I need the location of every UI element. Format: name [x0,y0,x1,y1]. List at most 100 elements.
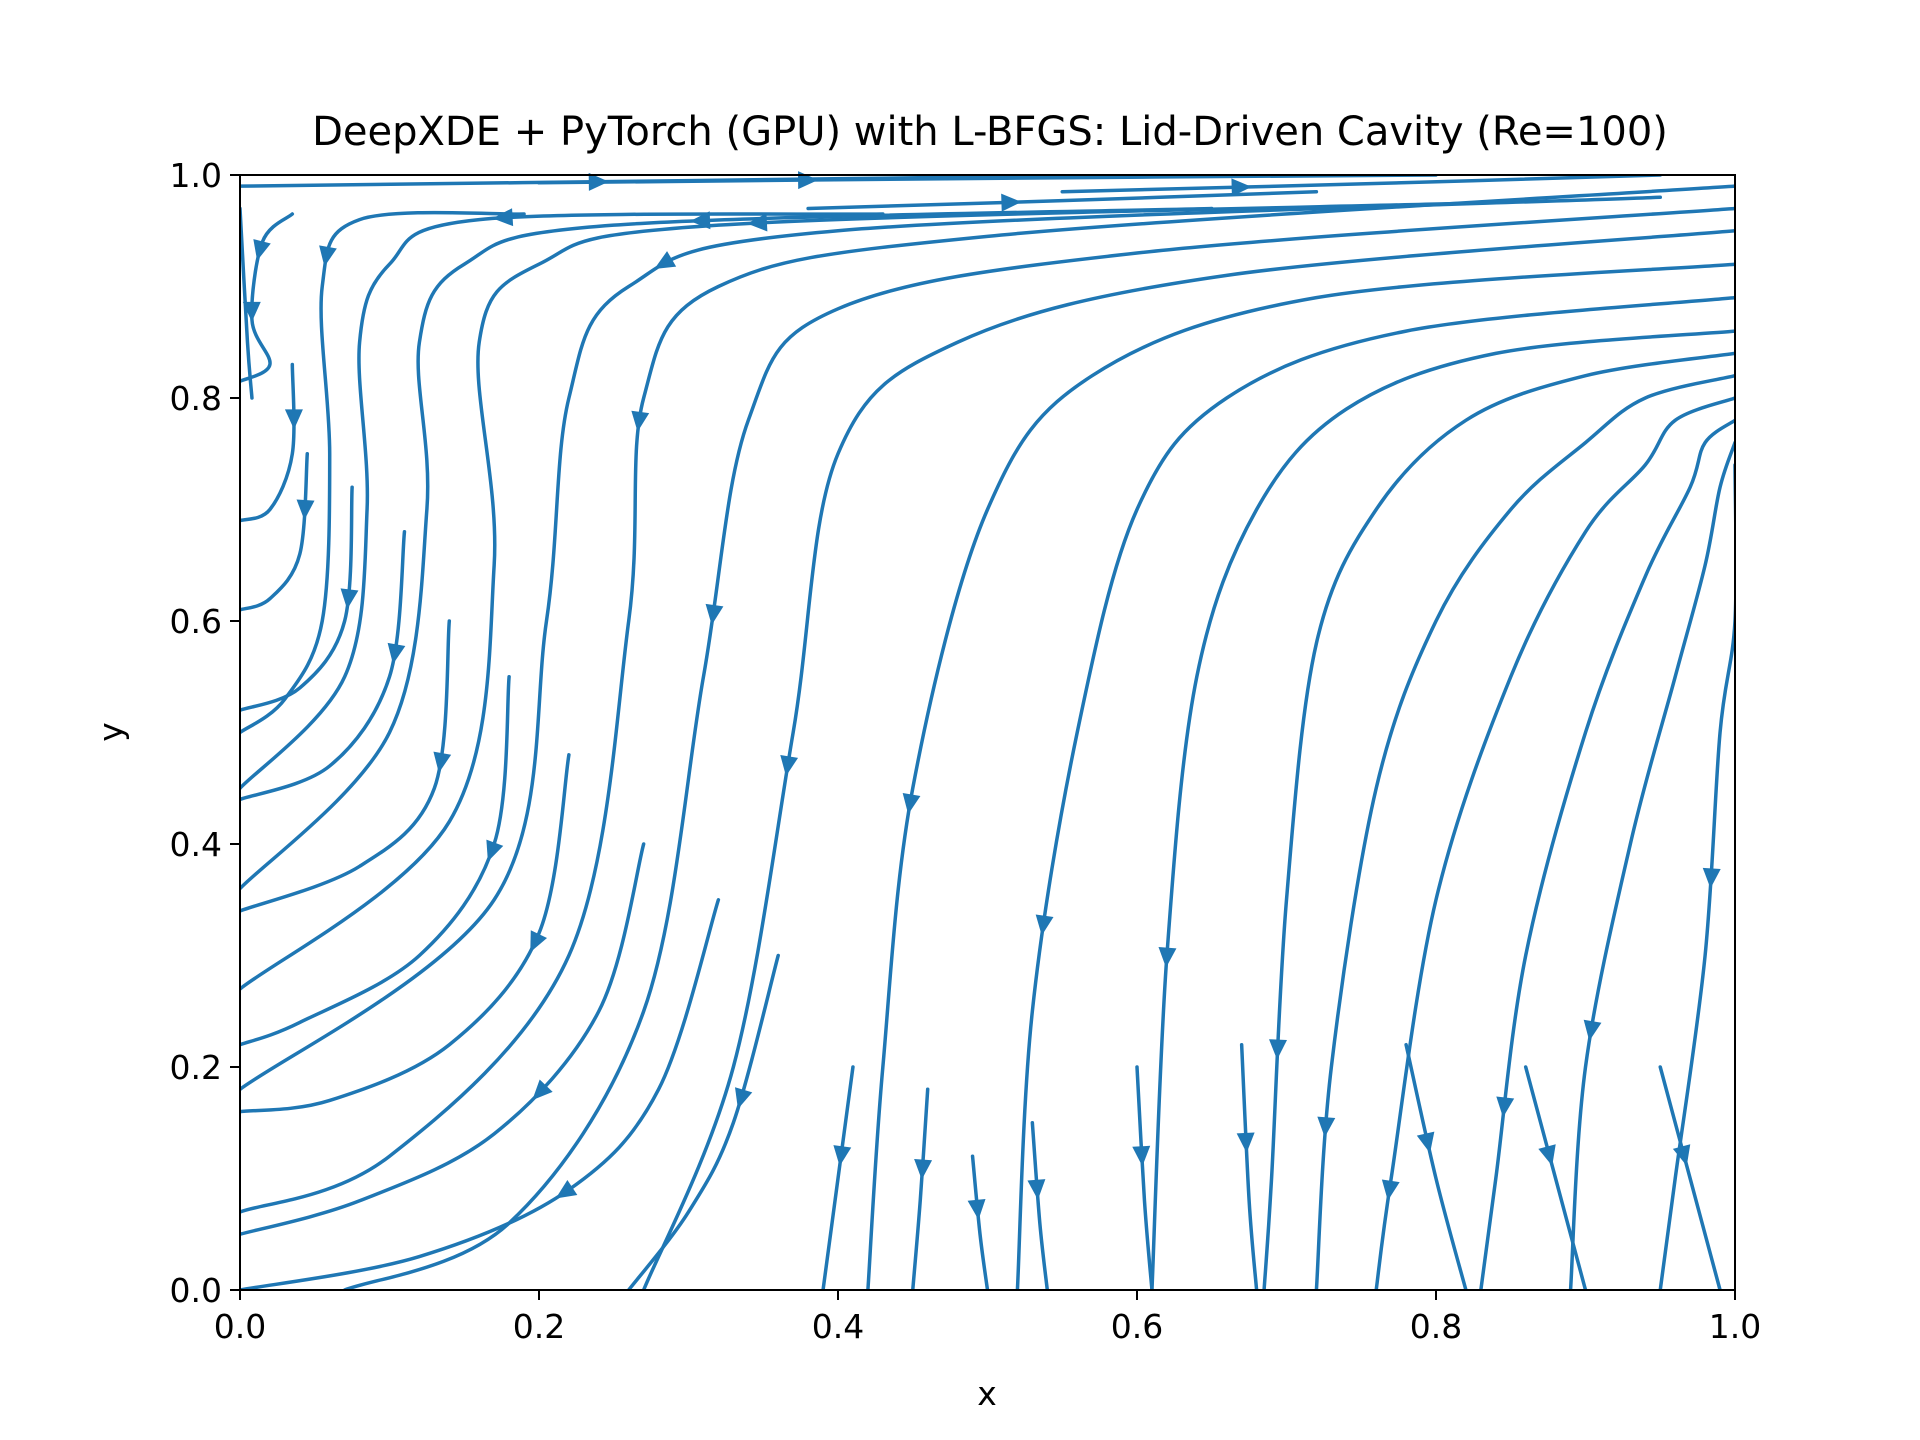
streamline [626,953,780,1290]
arrowheads-group [242,171,1721,1220]
streamline [1479,418,1735,1290]
streamline [970,1154,990,1290]
streamline [1568,440,1735,1290]
y-tick-label: 0.4 [170,825,222,864]
streamline [1015,295,1735,1290]
streamline-arrowhead [242,301,261,322]
streamline-arrowhead [1027,1179,1046,1200]
streamline-arrowhead [1496,1096,1515,1118]
streamline-arrowhead [1001,193,1022,212]
streamline [1030,1121,1050,1290]
streamline [240,184,1735,1214]
streamline-arrowhead [780,754,799,777]
y-tick-label: 0.8 [170,379,222,418]
chart-title: DeepXDE + PyTorch (GPU) with L-BFGS: Lid… [312,109,1668,155]
x-tick-label: 0.6 [1111,1307,1163,1346]
streamline [911,1087,930,1290]
x-tick-label: 0.2 [513,1307,565,1346]
streamline [1314,373,1735,1290]
streamline [240,201,1483,991]
streamline [240,210,526,735]
x-tick-label: 0.0 [214,1307,266,1346]
streamline-arrowhead [914,1159,933,1180]
streamline-arrowhead [319,245,337,267]
streamline [240,842,646,1236]
streamline [240,212,885,790]
streamline-arrowhead [1035,914,1054,936]
y-axis-label: y [91,722,130,742]
streamline-arrowhead [1416,1131,1435,1154]
streamline-arrowhead [654,251,677,269]
streamline-arrowhead [284,409,303,430]
streamline-arrowhead [1317,1116,1336,1138]
streamline [641,229,1735,1290]
streamline-arrowhead [1381,1179,1400,1201]
streamline [240,362,296,523]
x-tick-label: 0.4 [812,1307,864,1346]
streamline-arrowhead [530,930,548,953]
streamline-arrowhead [1538,1144,1556,1166]
streamline-arrowhead [588,172,609,191]
streamline [240,195,1662,1092]
streamline [806,189,1319,211]
streamline [1374,396,1735,1290]
plot-area [239,171,1736,1291]
streamline-arrowhead [433,751,452,773]
streamline-arrowhead [1231,178,1252,197]
streamline-arrowhead [1672,1144,1691,1166]
streamline [866,262,1735,1290]
streamline [240,485,354,712]
x-tick-label: 0.8 [1410,1307,1462,1346]
streamline [240,753,571,1114]
streamline [1239,1042,1259,1290]
streamline [1150,329,1735,1290]
streamline [1060,175,1662,194]
streamline-arrowhead [492,208,514,227]
streamline [240,675,511,1047]
streamline-arrowhead [631,410,650,432]
streamline-arrowhead [1158,947,1177,968]
streamline [240,206,1214,891]
streamline-arrowhead [532,1079,553,1101]
streamline-arrowhead [967,1199,986,1220]
streamline-arrowhead [1132,1145,1151,1167]
streamline [240,452,310,612]
streamline-arrowhead [1269,1039,1288,1060]
streamline [1262,351,1735,1290]
streamline [240,530,407,802]
streamline-arrowhead [902,792,921,815]
streamline-arrowhead [1702,867,1721,889]
streamline [1404,1042,1468,1290]
streamline-arrowhead [705,603,724,625]
streamline-arrowhead [555,1179,578,1199]
streamline-arrowhead [746,213,768,232]
streamlines-group [240,175,1735,1290]
streamline-arrowhead [486,839,504,862]
x-tick-label: 1.0 [1709,1307,1761,1346]
streamline-arrowhead [735,1087,753,1109]
streamline-arrowhead [253,239,271,261]
streamline-arrowhead [387,642,406,665]
streamline-arrowhead [340,588,359,610]
streamline-arrowhead [1236,1132,1255,1153]
streamline [1658,1065,1722,1290]
x-axis-ticks: 0.0 0.2 0.4 0.6 0.8 1.0 [214,1290,1761,1346]
streamline-arrowhead [296,499,315,521]
streamline-arrowhead [1583,1019,1602,1041]
y-axis-ticks: 0.0 0.2 0.4 0.6 0.8 1.0 [170,156,240,1310]
streamline [1523,1065,1588,1290]
x-axis-label: x [977,1374,997,1413]
streamline [240,206,254,400]
streamline [240,619,452,913]
y-tick-label: 0.2 [170,1048,222,1087]
streamline [821,1065,855,1290]
y-tick-label: 0.6 [170,602,222,641]
streamline [1135,1065,1154,1290]
streamline [1658,463,1735,1290]
streamline [342,206,1735,1290]
axes-frame [239,174,1736,1291]
streamline-arrowhead [690,211,711,230]
streamline-arrowhead [833,1145,852,1167]
y-tick-label: 1.0 [170,156,222,195]
